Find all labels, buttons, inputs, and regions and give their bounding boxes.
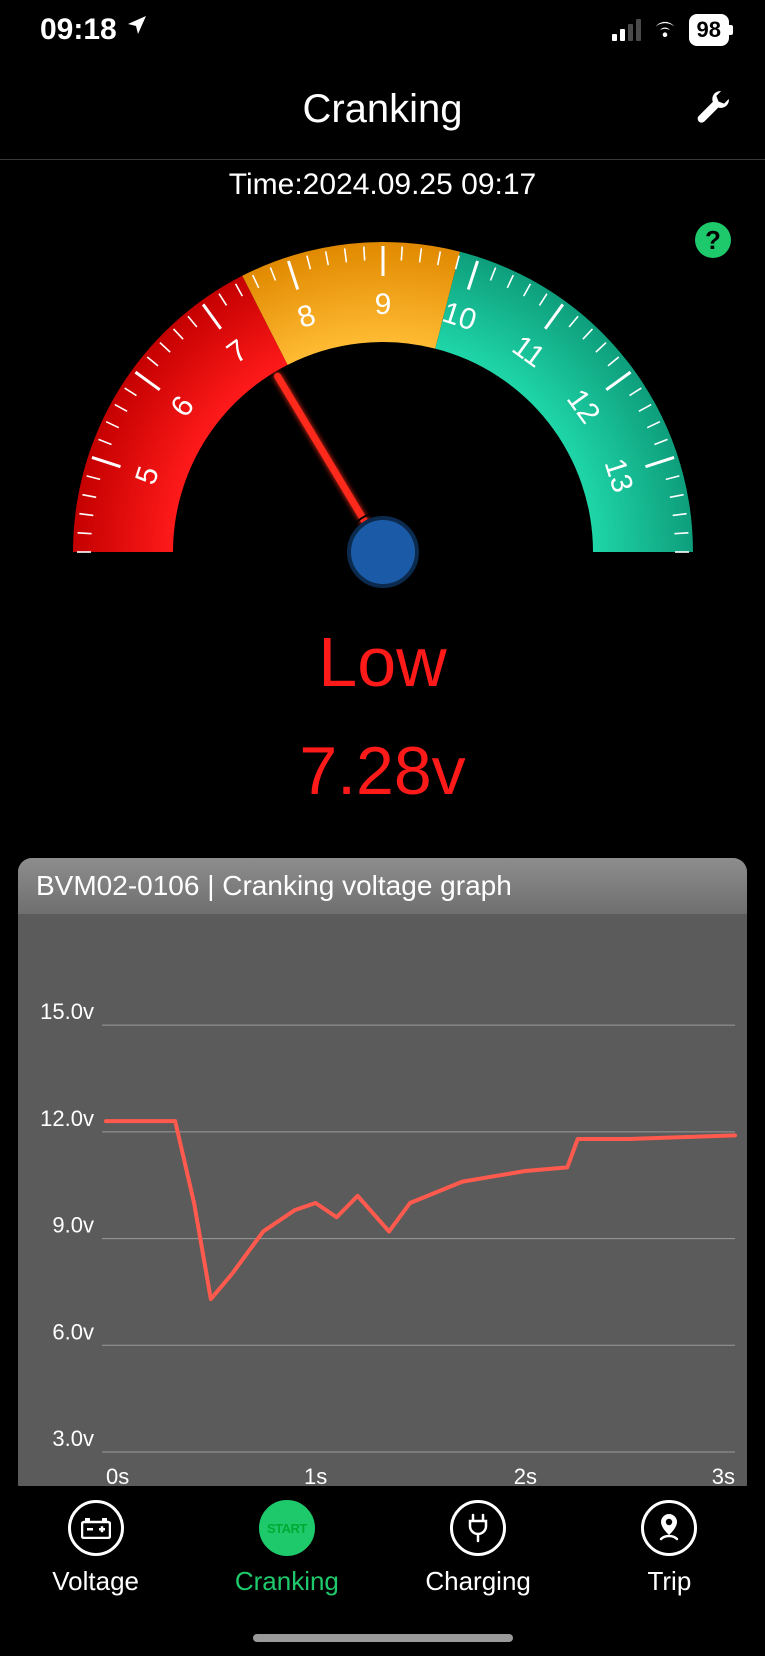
- tab-charging-label: Charging: [425, 1566, 531, 1597]
- tab-voltage[interactable]: Voltage: [0, 1500, 191, 1597]
- chart-body: 3.0v6.0v9.0v12.0v15.0v0s1s2s3s: [18, 914, 747, 1498]
- voltage-chart-card: BVM02-0106 | Cranking voltage graph 3.0v…: [18, 858, 747, 1498]
- time-value: 2024.09.25 09:17: [303, 168, 537, 201]
- battery-percent: 98: [697, 17, 721, 43]
- voltage-value: 7.28v: [0, 732, 765, 810]
- start-icon: START: [259, 1500, 315, 1556]
- bottom-tabbar: Voltage START Cranking Charging Trip: [0, 1486, 765, 1656]
- status-bar: 09:18 98: [0, 0, 765, 60]
- svg-text:9: 9: [374, 288, 391, 321]
- svg-text:15.0v: 15.0v: [40, 999, 94, 1024]
- svg-text:6.0v: 6.0v: [52, 1319, 94, 1344]
- capture-time: Time:2024.09.25 09:17: [0, 160, 765, 202]
- status-time: 09:18: [40, 13, 117, 47]
- battery-icon: 98: [689, 14, 729, 46]
- gauge-area: ? 5678910111213: [0, 202, 765, 602]
- voltage-line-chart: 3.0v6.0v9.0v12.0v15.0v0s1s2s3s: [18, 914, 747, 1498]
- battery-gauge-icon: [68, 1500, 124, 1556]
- pin-icon: [641, 1500, 697, 1556]
- settings-button[interactable]: [691, 88, 735, 132]
- tab-trip[interactable]: Trip: [574, 1500, 765, 1597]
- wrench-icon: [694, 88, 732, 131]
- status-bar-right: 98: [612, 13, 729, 47]
- svg-text:12.0v: 12.0v: [40, 1106, 94, 1131]
- wifi-icon: [651, 13, 679, 47]
- cellular-signal-icon: [612, 19, 641, 41]
- tab-trip-label: Trip: [647, 1566, 691, 1597]
- plug-icon: [450, 1500, 506, 1556]
- page-title: Cranking: [302, 87, 462, 132]
- app-header: Cranking: [0, 60, 765, 160]
- status-label: Low: [0, 622, 765, 702]
- voltage-gauge: 5678910111213: [33, 202, 733, 602]
- home-indicator[interactable]: [253, 1634, 513, 1642]
- status-bar-left: 09:18: [40, 13, 149, 47]
- tab-charging[interactable]: Charging: [383, 1500, 574, 1597]
- svg-text:9.0v: 9.0v: [52, 1213, 94, 1238]
- tab-voltage-label: Voltage: [52, 1566, 139, 1597]
- svg-text:3.0v: 3.0v: [52, 1426, 94, 1451]
- chart-title: BVM02-0106 | Cranking voltage graph: [18, 858, 747, 914]
- tab-cranking[interactable]: START Cranking: [191, 1500, 382, 1597]
- tab-cranking-label: Cranking: [235, 1566, 339, 1597]
- location-icon: [125, 13, 149, 44]
- time-prefix: Time:: [229, 168, 303, 201]
